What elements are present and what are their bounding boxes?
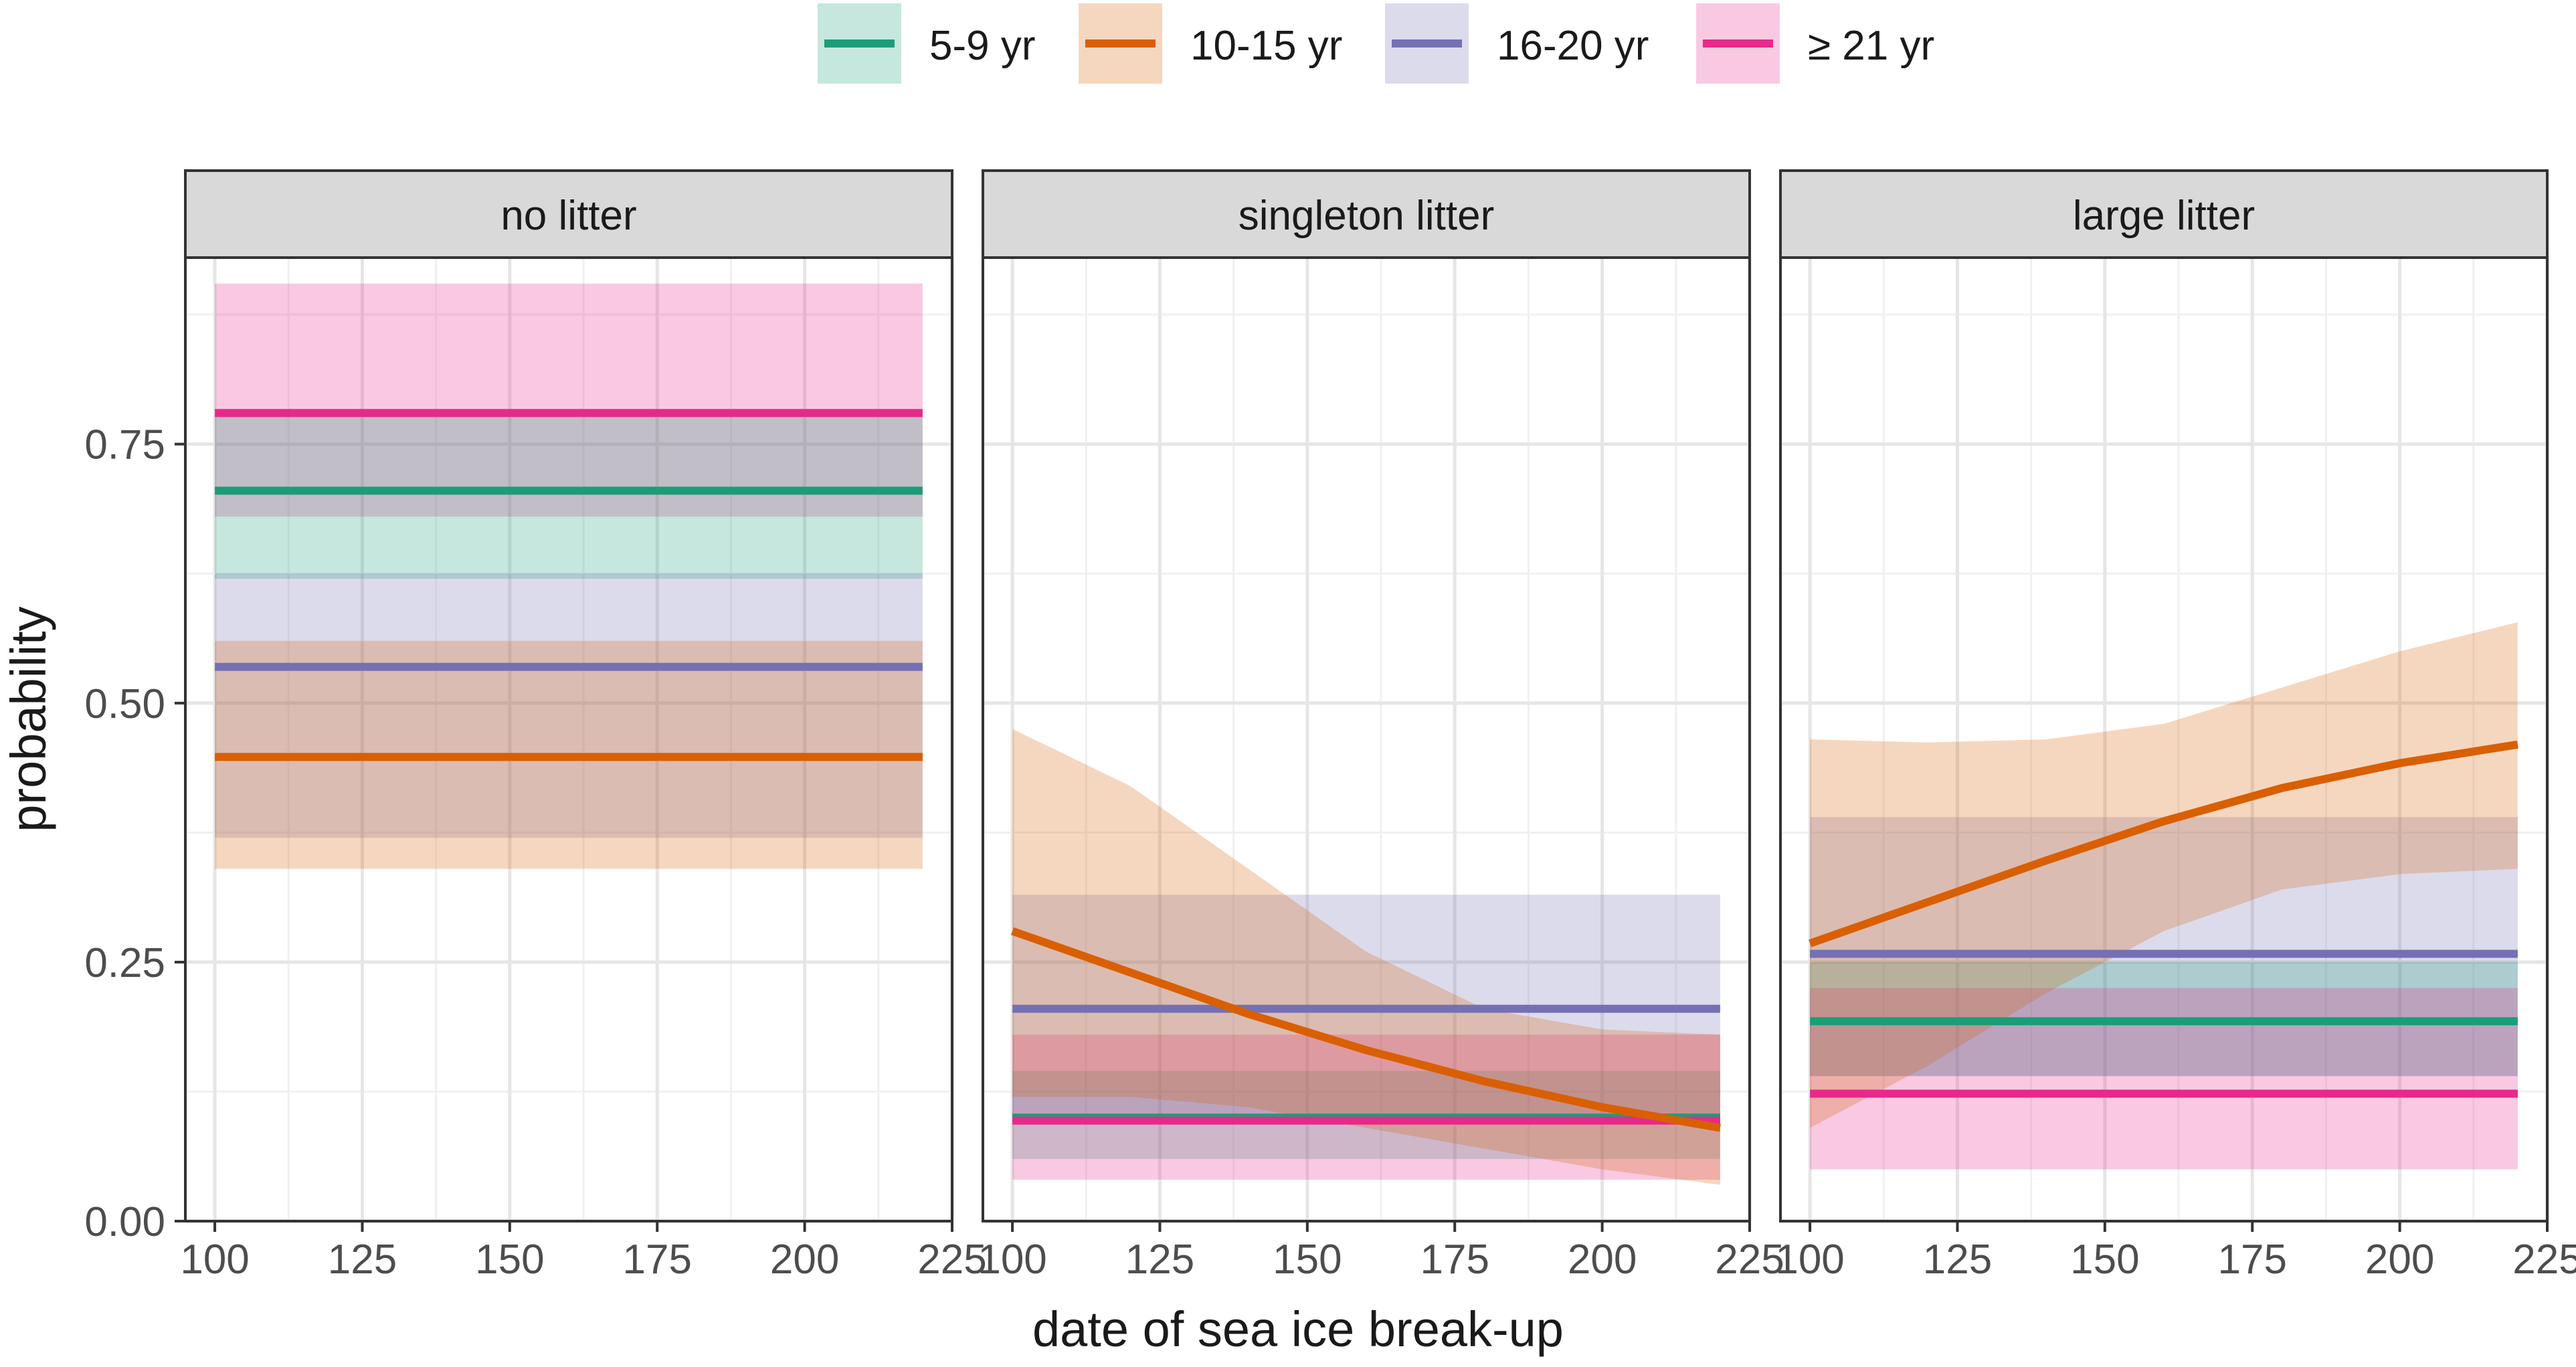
y-tick-label-3: 0.75 [84,422,165,468]
ribbon-large-a21 [1810,988,2518,1170]
x-tick-label-no-0: 100 [180,1237,249,1283]
gridlines-no [185,258,954,1223]
line-single-a10 [1011,927,1721,1132]
y-tick-label-1: 0.25 [84,940,165,986]
x-tick-label-no-3: 175 [623,1237,692,1283]
ribbon-large-a10 [1810,622,2518,1128]
strip-label-no: no litter [500,193,636,239]
strip-single [982,169,1751,259]
x-tick-label-single-4: 200 [1568,1237,1637,1283]
legend-label-a5: 5-9 yr [929,23,1035,69]
x-tick-label-large-1: 125 [1923,1237,1992,1283]
facet-panels: no litter 100 125 150 175 200 225 0.00 0.25 0.50 0… [84,169,2576,1283]
panel-single: singleton litter 100 125 150 175 200 225 [978,169,1784,1283]
x-tick-label-single-1: 125 [1125,1237,1194,1283]
strip-label-large: large litter [2073,193,2255,239]
x-tick-label-large-2: 150 [2070,1237,2139,1283]
x-tick-label-large-5: 225 [2512,1237,2576,1283]
strip-label-single: singleton litter [1238,193,1495,239]
legend-label-a21: ≥ 21 yr [1808,23,1934,69]
legend-label-a16: 16-20 yr [1497,23,1649,69]
ribbon-no-a5 [215,413,923,579]
x-tick-label-no-5: 225 [917,1237,986,1283]
legend: 5-9 yr 10-15 yr 16-20 yr ≥ 21 yr [818,3,1934,84]
x-tick-label-large-3: 175 [2218,1237,2287,1283]
x-tick-label-no-1: 125 [328,1237,397,1283]
y-axis-title: probability [1,606,56,832]
x-tick-label-no-2: 150 [475,1237,544,1283]
panel-border-large [1779,256,2549,1222]
ribbon-single-a10 [1012,729,1720,1185]
panel-no: no litter 100 125 150 175 200 225 0.00 0.25 0.50 0… [84,169,987,1283]
panel-border-single [982,256,1751,1222]
legend-label-a10: 10-15 yr [1190,23,1342,69]
gridlines-large [1780,258,2549,1223]
y-tick-label-0: 0.00 [84,1199,165,1245]
panel-large: large litter 100 125 150 175 200 225 [1775,169,2576,1283]
x-tick-label-single-5: 225 [1715,1237,1784,1283]
ribbon-no-a21 [215,283,923,517]
y-tick-label-2: 0.50 [84,681,165,727]
x-tick-label-large-4: 200 [2365,1237,2434,1283]
strip-no [184,169,953,259]
x-tick-label-single-2: 150 [1273,1237,1342,1283]
x-tick-label-single-3: 175 [1420,1237,1489,1283]
x-axis-title: date of sea ice break-up [1032,1301,1564,1357]
ribbon-single-a21 [1012,1034,1720,1180]
x-tick-label-large-0: 100 [1775,1237,1844,1283]
x-tick-label-no-4: 200 [770,1237,839,1283]
ribbon-no-a16 [215,573,923,838]
x-tick-label-single-0: 100 [978,1237,1046,1283]
panel-border-no [184,256,953,1222]
line-large-a10 [1809,740,2518,947]
